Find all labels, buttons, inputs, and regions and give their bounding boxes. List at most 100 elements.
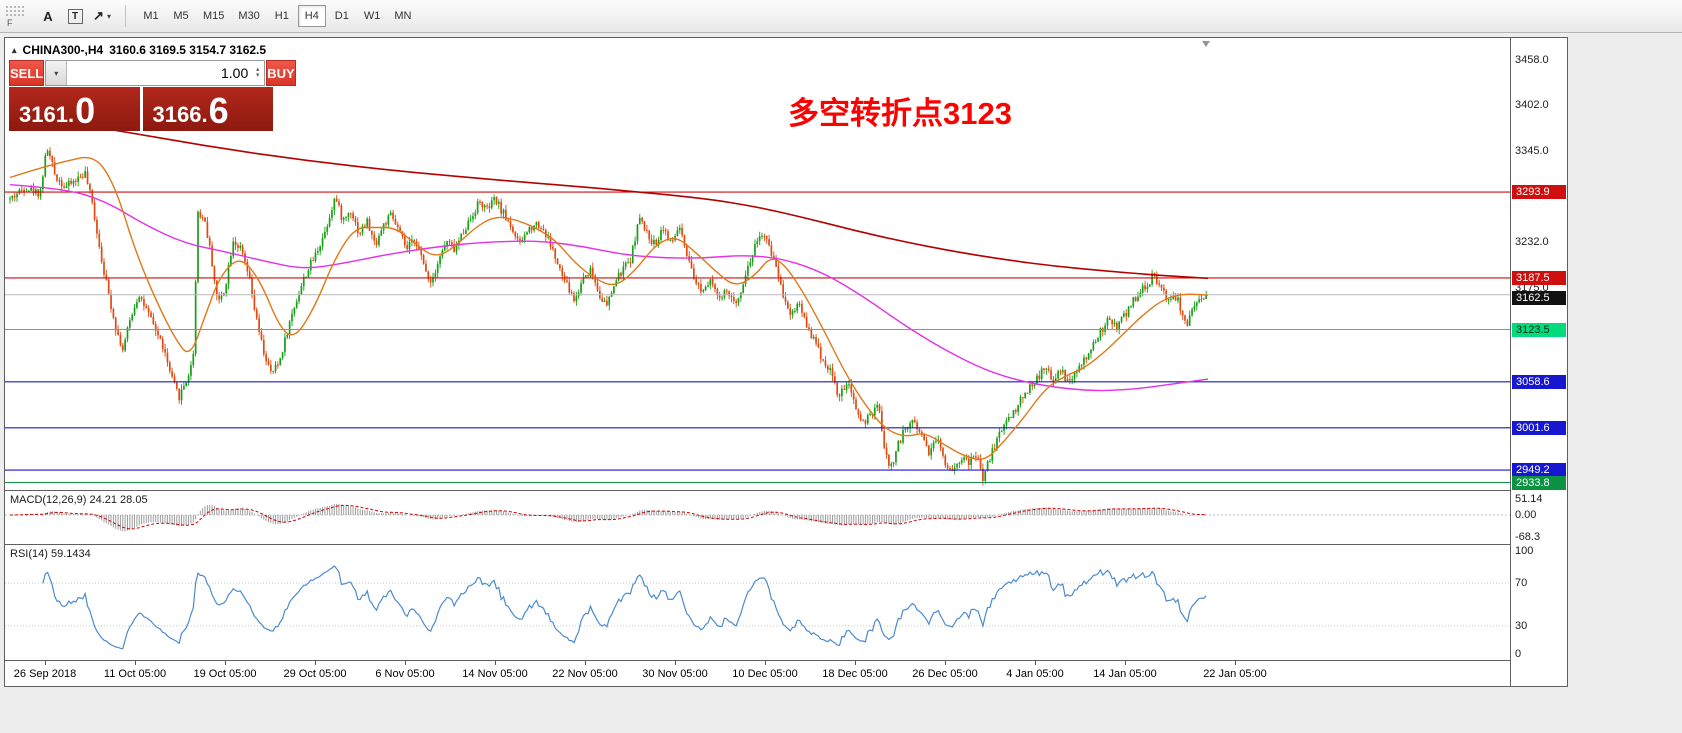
timeframe-button-m1[interactable]: M1 <box>137 5 165 27</box>
grip-dots-icon <box>6 5 26 18</box>
price-axis-label: 3232.0 <box>1515 236 1549 248</box>
timeframe-group: M1 M5 M15 M30 H1 H4 D1 W1 MN <box>137 5 417 27</box>
chart-window: ▴ CHINA300-,H4 3160.6 3169.5 3154.7 3162… <box>4 37 1568 687</box>
symbol-header: ▴ CHINA300-,H4 3160.6 3169.5 3154.7 3162… <box>12 43 266 57</box>
price-axis[interactable]: 3458.0 3402.0 3345.0 3232.0 3175.0 3293.9 3187… <box>1510 38 1567 686</box>
time-axis-tick <box>765 661 766 665</box>
toolbar-grip[interactable]: F <box>3 1 33 31</box>
price-axis-label: 3345.0 <box>1515 144 1549 157</box>
sell-price-big-digit: 0 <box>75 90 96 132</box>
time-axis-tick <box>45 661 46 665</box>
time-axis-tick <box>225 661 226 665</box>
time-axis[interactable]: 26 Sep 2018 11 Oct 05:00 19 Oct 05:00 29 Oc… <box>5 660 1510 686</box>
time-axis-label: 4 Jan 05:00 <box>1006 668 1064 680</box>
shapes-dropdown-button[interactable]: ↗ ▾ <box>90 4 114 28</box>
ma-slow-line <box>9 112 1209 280</box>
time-axis-tick <box>675 661 676 665</box>
rsi-label: RSI(14) 59.1434 <box>10 548 91 560</box>
time-axis-tick <box>495 661 496 665</box>
volume-input[interactable] <box>67 61 252 85</box>
text-label-tool-button[interactable]: T <box>63 4 87 28</box>
time-axis-label: 29 Oct 05:00 <box>283 668 347 680</box>
macd-axis-label: -68.3 <box>1515 530 1541 543</box>
timeframe-button-m30[interactable]: M30 <box>232 5 265 27</box>
rsi-axis-label: 0 <box>1515 648 1522 660</box>
price-axis-label: 3402.0 <box>1515 98 1549 111</box>
font-tool-button[interactable]: A <box>36 4 60 28</box>
time-axis-label: 26 Dec 05:00 <box>912 668 978 680</box>
macd-histogram <box>11 503 1207 532</box>
price-badge-3001.6: 3001.6 <box>1512 420 1566 435</box>
price-badge-3162.5: 3162.5 <box>1512 291 1566 305</box>
chevron-down-icon: ▾ <box>54 68 59 78</box>
time-axis-label: 14 Jan 05:00 <box>1093 668 1157 680</box>
macd-signal-line <box>10 504 1207 530</box>
buy-button[interactable]: BUY <box>266 60 296 86</box>
timeframe-button-h4[interactable]: H4 <box>297 5 326 27</box>
buy-price-main: 3166. <box>152 102 208 127</box>
rsi-pane[interactable]: RSI(14) 59.1434 <box>5 544 1510 660</box>
time-axis-label: 10 Dec 05:00 <box>732 668 798 680</box>
up-candle-bodies <box>9 150 1207 481</box>
buy-price-display[interactable]: 3166. 6 <box>142 87 273 132</box>
buy-price-big-digit: 6 <box>208 90 229 132</box>
one-click-trading-panel: SELL ▾ ▴ ▾ BUY 3161. 0 3166. <box>9 60 296 132</box>
candlestick-chart <box>5 41 1510 486</box>
timeframe-button-h1[interactable]: H1 <box>268 5 296 27</box>
time-axis-tick <box>585 661 586 665</box>
macd-pane[interactable]: MACD(12,26,9) 24.21 28.05 <box>5 490 1510 544</box>
symbol-name: CHINA300-,H4 <box>22 43 104 57</box>
macd-plot <box>5 503 1510 532</box>
time-axis-label: 26 Sep 2018 <box>13 668 77 680</box>
timeframe-button-w1[interactable]: W1 <box>358 5 387 27</box>
ma-mid-line <box>9 184 1209 392</box>
time-axis-label: 18 Dec 05:00 <box>822 668 888 680</box>
price-badge-2949.2: 2949.2 <box>1512 463 1566 478</box>
timeframe-button-m15[interactable]: M15 <box>197 5 230 27</box>
ma-fast-line <box>9 156 1209 461</box>
volume-dropdown-button[interactable]: ▾ <box>46 61 68 85</box>
timeframe-button-d1[interactable]: D1 <box>328 5 356 27</box>
time-axis-tick <box>1235 661 1236 665</box>
volume-box: ▾ ▴ ▾ <box>45 60 266 86</box>
time-axis-tick <box>135 661 136 665</box>
arrow-tool-icon: ↗ <box>93 8 104 23</box>
time-axis-tick <box>1125 661 1126 665</box>
collapse-triangle-icon[interactable]: ▴ <box>12 44 17 55</box>
rsi-line <box>42 565 1207 650</box>
down-candle-wicks <box>14 147 1205 486</box>
ohlc-values: 3160.6 3169.5 3154.7 3162.5 <box>109 43 267 57</box>
time-axis-tick <box>855 661 856 665</box>
timeframe-button-m5[interactable]: M5 <box>167 5 195 27</box>
time-axis-label: 22 Nov 05:00 <box>552 668 618 680</box>
time-axis-tick <box>1035 661 1036 665</box>
spinner-up-icon: ▴ <box>255 66 260 73</box>
rsi-axis-label: 30 <box>1515 619 1528 632</box>
rsi-axis-label: 70 <box>1515 577 1528 590</box>
price-badge-3123.5: 3123.5 <box>1512 322 1566 337</box>
rsi-plot <box>5 565 1510 650</box>
sell-button[interactable]: SELL <box>9 60 45 86</box>
top-toolbar: F A T ↗ ▾ M1 M5 M15 M30 H1 H4 D1 W1 MN <box>0 0 1682 33</box>
price-badge-3187.5: 3187.5 <box>1512 270 1566 285</box>
spinner-down-icon: ▾ <box>255 72 260 79</box>
time-axis-label: 30 Nov 05:00 <box>642 668 708 680</box>
time-axis-tick <box>405 661 406 665</box>
chart-shift-marker-icon <box>1202 41 1210 47</box>
sell-price-display[interactable]: 3161. 0 <box>9 87 140 131</box>
price-badge-3293.9: 3293.9 <box>1512 185 1566 200</box>
timeframe-button-mn[interactable]: MN <box>388 5 417 27</box>
price-badge-2933.8: 2933.8 <box>1512 475 1566 490</box>
volume-spinner[interactable]: ▴ ▾ <box>251 61 264 85</box>
time-axis-tick <box>945 661 946 665</box>
sell-price-main: 3161. <box>19 102 75 127</box>
main-chart-pane[interactable]: ▴ CHINA300-,H4 3160.6 3169.5 3154.7 3162… <box>5 38 1510 490</box>
time-axis-label: 22 Jan 05:00 <box>1203 668 1267 680</box>
macd-axis-label: 51.14 <box>1515 492 1543 505</box>
chevron-down-icon: ▾ <box>106 11 111 21</box>
macd-axis-label: 0.00 <box>1515 509 1537 521</box>
toolbar-separator <box>125 5 126 27</box>
price-badge-3058.6: 3058.6 <box>1512 374 1566 389</box>
time-axis-label: 11 Oct 05:00 <box>103 668 167 680</box>
time-axis-tick <box>315 661 316 665</box>
